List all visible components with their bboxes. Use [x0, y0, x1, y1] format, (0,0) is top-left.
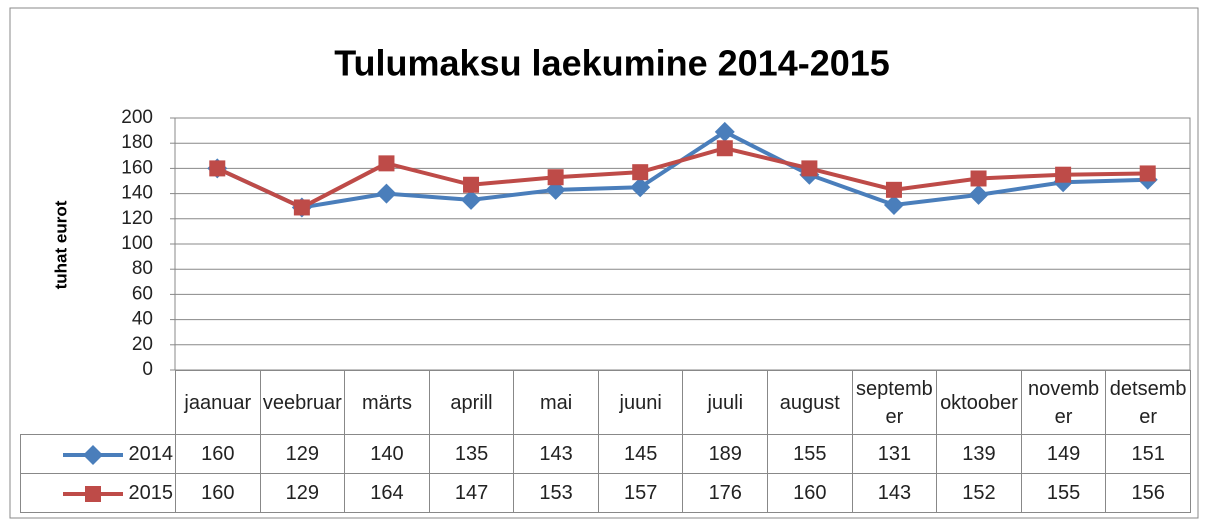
x-tick-label: september — [851, 370, 938, 435]
table-value: 147 — [428, 473, 515, 513]
table-value: 160 — [175, 434, 261, 474]
x-tick-label: veebruar — [259, 370, 346, 435]
marker — [82, 444, 103, 465]
marker — [376, 183, 397, 204]
series-line — [216, 146, 1148, 210]
x-tick-label: detsember — [1105, 370, 1191, 435]
y-tick-label: 200 — [121, 107, 153, 128]
marker — [1139, 165, 1156, 182]
table-value: 156 — [1105, 473, 1191, 513]
y-tick-label: 120 — [121, 208, 153, 229]
marker — [714, 121, 735, 142]
table-value: 160 — [767, 473, 853, 513]
table-value: 153 — [513, 473, 599, 513]
legend-key — [62, 485, 123, 502]
marker — [209, 160, 226, 177]
table-value: 143 — [513, 434, 599, 474]
marker — [293, 199, 310, 216]
table-value: 164 — [344, 473, 430, 513]
y-tick-label: 0 — [142, 359, 153, 380]
legend-entry: 2015 — [20, 473, 176, 513]
table-value: 155 — [767, 434, 853, 474]
table-value: 151 — [1105, 434, 1191, 474]
y-tick-label: 140 — [121, 183, 153, 204]
table-value: 176 — [682, 473, 769, 513]
y-tick-label: 80 — [132, 258, 153, 279]
x-tick-label: aprill — [428, 370, 515, 435]
marker — [461, 189, 482, 210]
table-value: 160 — [175, 473, 261, 513]
table-value: 189 — [682, 434, 769, 474]
y-axis-label: tuhat eurot — [51, 200, 70, 289]
x-tick-label: jaanuar — [175, 370, 261, 435]
table-value: 135 — [428, 434, 515, 474]
y-tick-label: 20 — [132, 334, 153, 355]
table-value: 155 — [1020, 473, 1107, 513]
marker — [885, 181, 902, 198]
marker — [968, 184, 989, 205]
legend-key — [62, 444, 123, 465]
series-row: 2014 160 129 140 135 143 145 189 155 131 139 149 151 — [20, 434, 1191, 474]
table-value: 145 — [597, 434, 684, 474]
marker — [801, 160, 818, 177]
marker — [378, 155, 395, 172]
y-tick-label: 100 — [121, 233, 153, 254]
table-value: 129 — [259, 434, 346, 474]
x-tick-label: juuli — [682, 370, 769, 435]
x-tick-label: august — [767, 370, 853, 435]
table-corner — [20, 370, 176, 435]
legend-label: 2014 — [128, 443, 174, 465]
y-tick-label: 60 — [132, 283, 153, 304]
marker — [883, 194, 904, 215]
marker — [630, 177, 651, 198]
marker — [463, 176, 480, 193]
data-table: jaanuar veebruar märts aprill mai juuni juuli a… — [20, 370, 1191, 513]
marker — [84, 485, 101, 502]
legend-entry: 2014 — [20, 434, 176, 474]
chart-title: Tulumaksu laekumine 2014-2015 — [334, 43, 890, 84]
y-tick-label: 40 — [132, 309, 153, 330]
marker — [970, 170, 987, 187]
marker — [716, 140, 733, 157]
marker — [547, 169, 564, 186]
y-tick-label: 160 — [121, 157, 153, 178]
table-value: 131 — [851, 434, 938, 474]
category-row: jaanuar veebruar märts aprill mai juuni juuli a… — [20, 370, 1191, 435]
table-value: 157 — [597, 473, 684, 513]
table-value: 139 — [936, 434, 1022, 474]
series-row: 2015 160 129 164 147 153 157 176 160 143 152 155 156 — [20, 473, 1191, 513]
x-tick-label: juuni — [597, 370, 684, 435]
marker — [1055, 166, 1072, 183]
table-value: 140 — [344, 434, 430, 474]
table-value: 143 — [851, 473, 938, 513]
x-tick-label: märts — [344, 370, 430, 435]
x-tick-label: november — [1020, 370, 1107, 435]
table-value: 149 — [1020, 434, 1107, 474]
table-value: 129 — [259, 473, 346, 513]
chart-frame — [9, 7, 1199, 519]
x-tick-label: mai — [513, 370, 599, 435]
marker — [632, 164, 649, 181]
table-value: 152 — [936, 473, 1022, 513]
y-tick-label: 180 — [121, 132, 153, 153]
legend-label: 2015 — [128, 482, 174, 504]
x-tick-label: oktoober — [936, 370, 1022, 435]
